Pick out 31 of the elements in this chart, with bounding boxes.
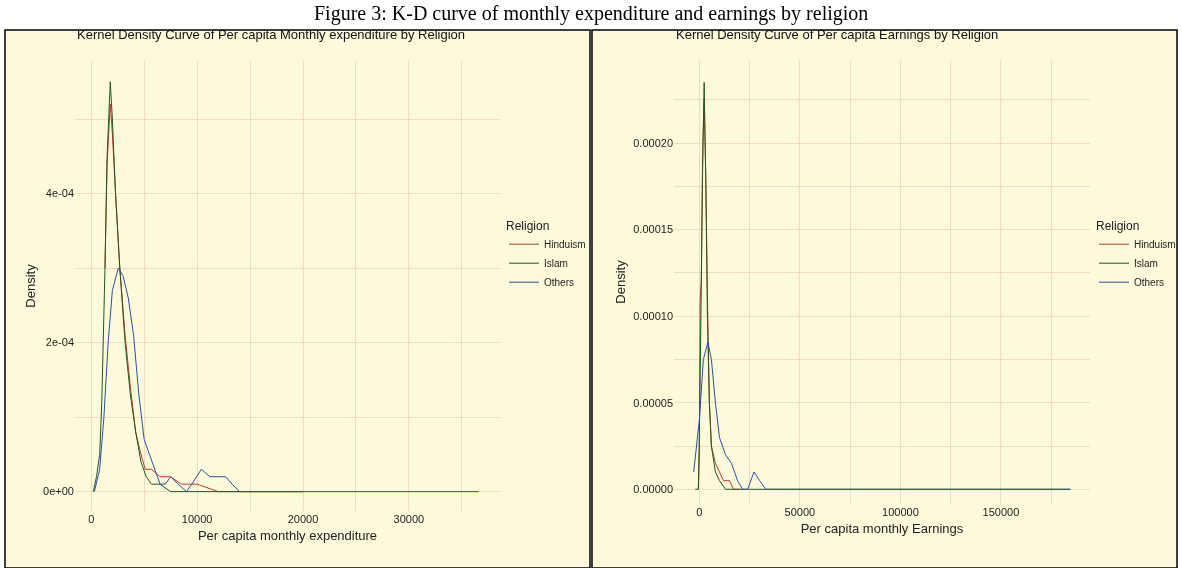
y-tick-label: 0.00000 [633,483,673,496]
x-tick-label: 0 [88,513,95,525]
y-axis-title: Density [613,259,629,304]
legend-label: Hinduism [544,239,586,251]
legend-label: Islam [1134,258,1158,270]
x-tick-label: 100000 [882,506,919,518]
legend-label: Hinduism [1134,239,1176,251]
y-tick-label: 2e-04 [45,336,74,349]
chart-title: Kernel Density Curve of Per capita Earnings by Religion [676,27,999,42]
y-axis-title: Density [23,263,39,308]
legend-label: Others [544,277,575,289]
legend-title: Religion [1096,218,1140,233]
caption: Figure 3: K-D curve of monthly expenditure and earnings by religion [314,2,869,25]
x-tick-label: 20000 [287,513,319,525]
x-axis-title: Per capita monthly Earnings [800,520,964,536]
y-tick-label: 0.00010 [633,310,673,323]
y-tick-label: 4e-04 [45,187,74,200]
x-tick-label: 30000 [393,513,425,525]
x-tick-label: 10000 [181,513,213,525]
x-tick-label: 0 [696,506,703,518]
y-tick-label: 0.00015 [633,223,673,236]
x-tick-label: 150000 [982,506,1020,518]
x-tick-label: 50000 [784,506,816,518]
legend-label: Others [1134,277,1165,289]
legend-label: Islam [544,258,568,270]
legend-title: Religion [506,218,550,233]
y-tick-label: 0.00020 [633,136,673,149]
y-tick-label: 0.00005 [633,396,673,409]
chart-title: Kernel Density Curve of Per capita Monthly expenditure by Religion [77,27,466,42]
x-axis-title: Per capita monthly expenditure [197,527,378,543]
y-tick-label: 0e+00 [43,485,74,498]
